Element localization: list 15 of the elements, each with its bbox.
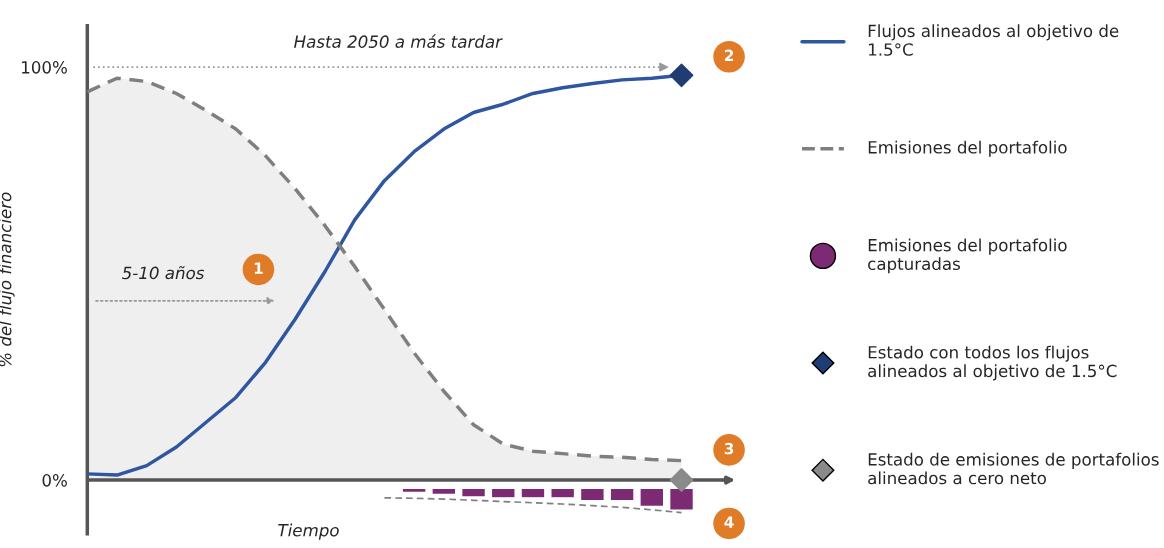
line-series	[383, 496, 683, 514]
text: 4	[724, 516, 734, 528]
text: 2	[724, 49, 734, 61]
x-axis-title: Tiempo	[278, 523, 339, 540]
ref-line-label: Hasta 2050 a más tardar	[294, 34, 503, 48]
legend-label: Estado de emisiones de portafolios alineados a cero neto	[868, 452, 1159, 485]
y-tick-label: 0%	[42, 474, 67, 487]
legend-label: Emisiones del portafolio	[868, 140, 1067, 157]
y-tick-label: 100%	[22, 61, 67, 74]
text: 3	[724, 442, 734, 455]
legend-label: Flujos alineados al objetivo de 1.5°C	[868, 24, 1119, 56]
legend-label: Emisiones del portafolio capturadas	[868, 238, 1067, 274]
legend-label: Estado con todos los flujos alineados al objetivo de 1.5°C	[868, 345, 1117, 381]
annotation: 1	[254, 262, 263, 274]
annotation: 5-10 años	[122, 266, 205, 280]
